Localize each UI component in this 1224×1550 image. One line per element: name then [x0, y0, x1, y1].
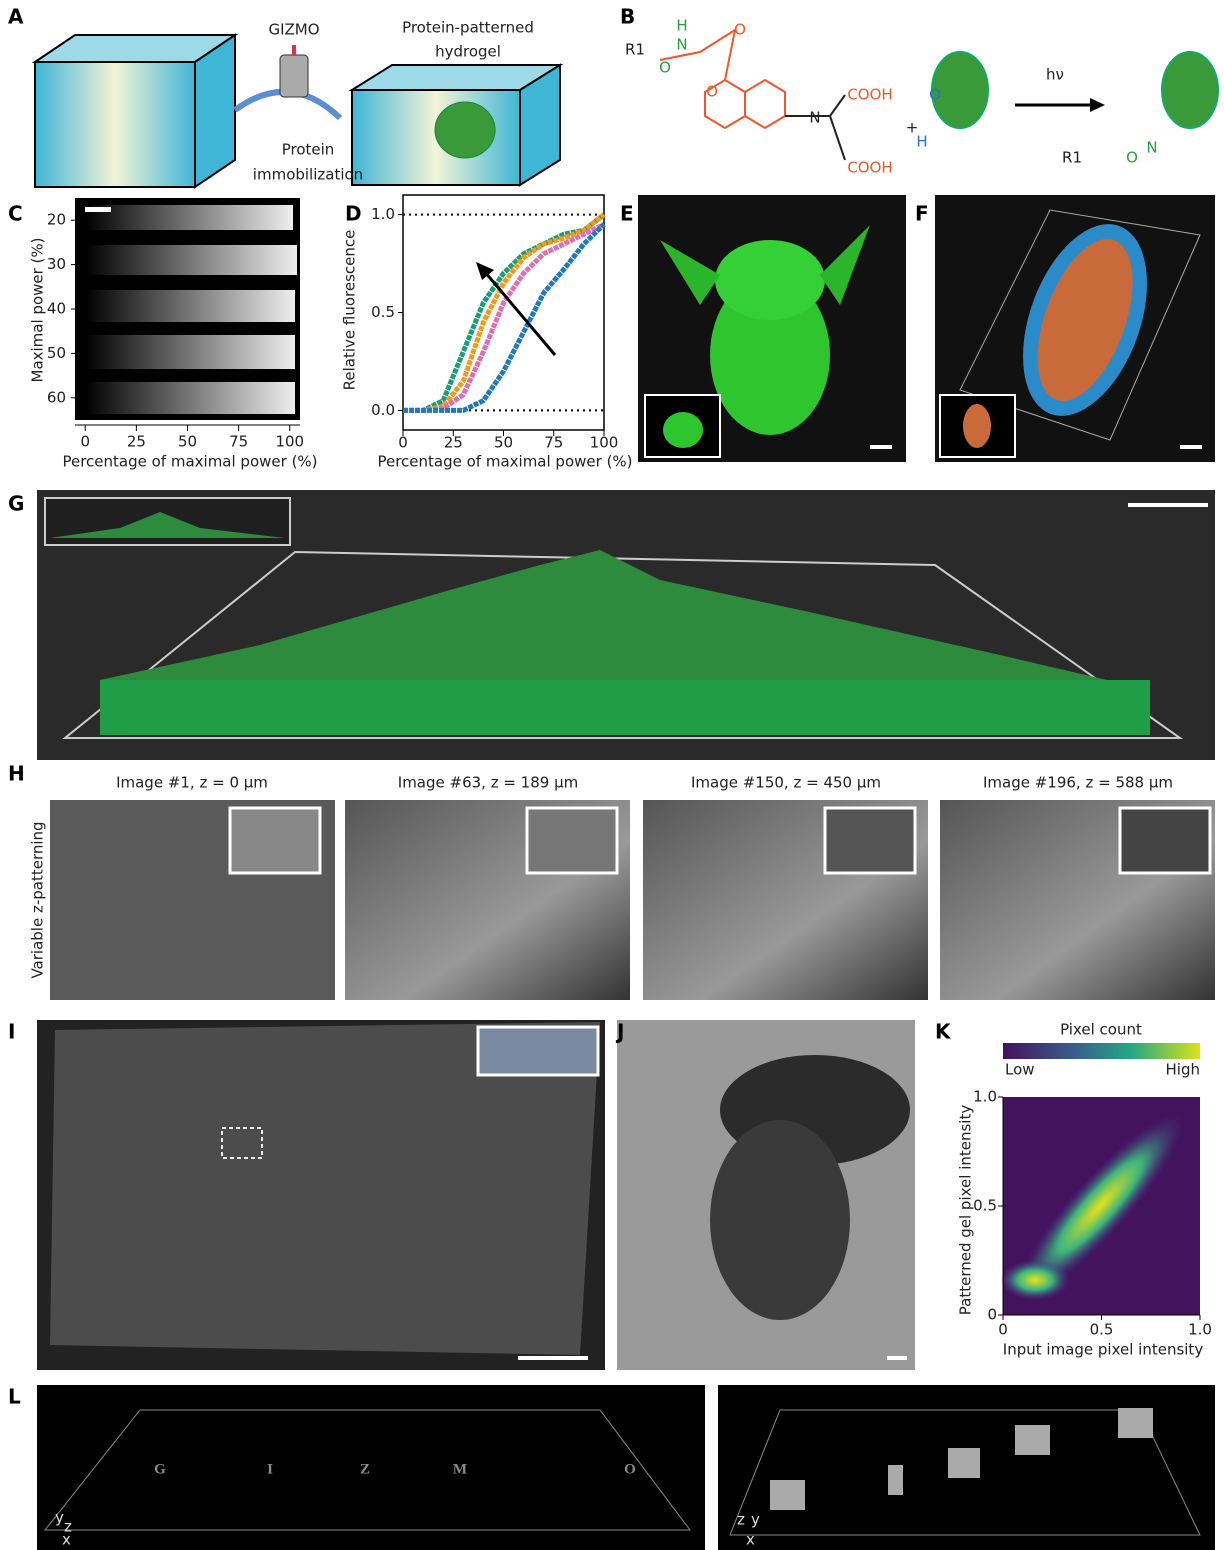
- chem-label: COOH: [847, 86, 892, 104]
- y-tick-label: 0: [987, 1306, 997, 1324]
- y-tick-label: 0.5: [973, 1197, 997, 1215]
- x-tick-label: 75: [544, 434, 563, 452]
- panel-label: L: [8, 1385, 21, 1409]
- x-tick-label: 25: [127, 433, 146, 451]
- panel-label: J: [615, 1020, 624, 1044]
- y-tick-label: 0.5: [371, 303, 395, 321]
- x-tick-label: 100: [275, 433, 304, 451]
- axis-label: x: [746, 1531, 755, 1549]
- colorbar-label: Low: [1005, 1061, 1035, 1079]
- chem-label: COOH: [847, 159, 892, 177]
- panel-i-image: [37, 1020, 605, 1370]
- image-title: Image #196, z = 588 µm: [983, 774, 1173, 792]
- panel-label: G: [8, 492, 24, 516]
- y-tick-label: 1.0: [973, 1088, 997, 1106]
- tool-label: GIZMO: [268, 21, 319, 39]
- axis-label: y: [751, 1511, 760, 1529]
- figure: ABCDEFGHIJKLGIZMOProtein-patternedhydrog…: [0, 0, 1224, 1550]
- x-tick-label: 0: [998, 1321, 1008, 1339]
- panel-label: H: [8, 762, 25, 786]
- y-tick-label: 50: [47, 344, 66, 362]
- y-tick-label: 20: [47, 211, 66, 229]
- chem-label: N: [809, 109, 820, 127]
- colorbar-title: Pixel count: [1060, 1021, 1142, 1039]
- x-axis-label: Input image pixel intensity: [1003, 1341, 1204, 1359]
- colorbar-label: High: [1166, 1061, 1200, 1079]
- panel-g-image: [37, 490, 1215, 760]
- series-line: [403, 224, 604, 410]
- y-tick-label: 30: [47, 255, 66, 273]
- letter: M: [453, 1461, 467, 1477]
- panel-label: B: [620, 5, 635, 29]
- chem-label: N: [1146, 139, 1157, 157]
- axis-label: y: [55, 1509, 64, 1527]
- y-axis-label: Patterned gel pixel intensity: [957, 1105, 975, 1316]
- panel-label: F: [915, 202, 929, 226]
- chem-label: H: [916, 133, 927, 151]
- chem-label: O: [734, 21, 746, 39]
- image-title: Image #63, z = 189 µm: [398, 774, 578, 792]
- axis-label: z: [737, 1511, 745, 1529]
- x-tick-label: 75: [229, 433, 248, 451]
- panel-c-image: [75, 198, 300, 420]
- panel-e-image: [638, 195, 906, 462]
- axis-label: x: [62, 1531, 71, 1549]
- x-tick-label: 100: [590, 434, 619, 452]
- panel-k-heatmap: [999, 1043, 1201, 1315]
- panel-label: C: [8, 202, 23, 226]
- panel-j-image: [617, 1020, 915, 1370]
- chem-label: O: [929, 86, 941, 104]
- y-tick-label: 0.0: [371, 401, 395, 419]
- x-tick-label: 0: [80, 433, 90, 451]
- product-label: hydrogel: [435, 43, 501, 61]
- chem-label: O: [659, 59, 671, 77]
- y-tick-label: 60: [47, 388, 66, 406]
- process-label: Protein: [282, 141, 335, 159]
- panel-label: I: [8, 1020, 15, 1044]
- chem-label: O: [1126, 149, 1138, 167]
- x-tick-label: 1.0: [1188, 1321, 1212, 1339]
- y-tick-label: 1.0: [371, 205, 395, 223]
- letter: I: [267, 1461, 273, 1477]
- chem-label: hν: [1046, 66, 1064, 84]
- side-label: Variable z-patterning: [29, 821, 47, 978]
- panel-h-images: [50, 800, 1215, 1000]
- chem-label: R1: [1062, 149, 1082, 167]
- x-tick-label: 50: [178, 433, 197, 451]
- image-title: Image #1, z = 0 µm: [116, 774, 268, 792]
- panel-label: A: [8, 5, 24, 29]
- chem-label: R1: [625, 41, 645, 59]
- series-line: [403, 215, 604, 411]
- y-axis-label: Maximal power (%): [29, 237, 47, 382]
- chem-label: H: [676, 17, 687, 35]
- x-tick-label: 0: [398, 434, 408, 452]
- y-tick-label: 40: [47, 300, 66, 318]
- series-line: [403, 224, 604, 410]
- chem-label: O: [706, 83, 718, 101]
- chem-label: N: [676, 36, 687, 54]
- series-line: [403, 215, 604, 411]
- letter: O: [624, 1461, 636, 1477]
- x-axis-label: Percentage of maximal power (%): [62, 453, 317, 471]
- x-tick-label: 50: [494, 434, 513, 452]
- panel-label: K: [935, 1020, 952, 1044]
- letter: G: [154, 1461, 166, 1477]
- panel-label: D: [345, 202, 362, 226]
- process-label: immobilization: [253, 166, 363, 184]
- panel-f-image: [935, 195, 1215, 462]
- product-label: Protein-patterned: [402, 19, 534, 37]
- panel-label: E: [620, 202, 634, 226]
- y-axis-label: Relative fluorescence: [341, 230, 359, 391]
- x-tick-label: 0.5: [1090, 1321, 1114, 1339]
- letter: Z: [360, 1461, 370, 1477]
- x-tick-label: 25: [444, 434, 463, 452]
- x-axis-label: Percentage of maximal power (%): [377, 453, 632, 471]
- image-title: Image #150, z = 450 µm: [691, 774, 881, 792]
